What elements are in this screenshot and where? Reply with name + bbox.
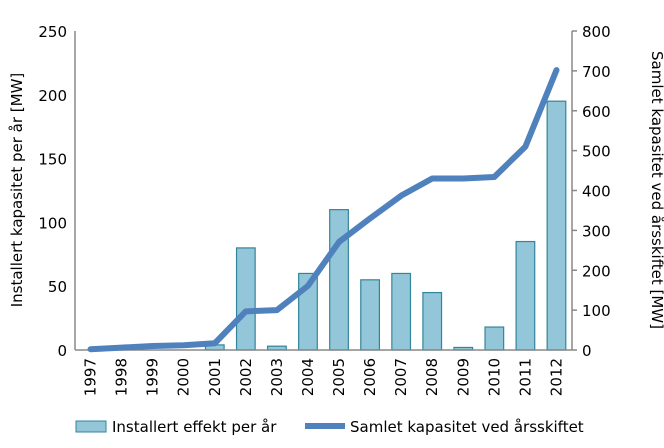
legend-line-label: Samlet kapasitet ved årsskiftet [350,418,584,436]
bar-2011 [515,240,536,351]
y-axis-label: Installert kapasitet per år [MW] [8,73,26,308]
x-tick-label: 2008 [423,358,441,396]
y2-tick-label: 700 [582,63,611,81]
x-tick-label: 1999 [144,358,162,396]
x-tick-label: 2009 [454,358,472,396]
bar-2008 [422,291,443,351]
legend-bar-label: Installert effekt per år [112,418,277,436]
x-tick-label: 2010 [485,358,503,396]
y-tick-label: 100 [38,214,67,232]
bar-2002 [235,247,256,351]
x-tick-label: 1997 [82,358,100,396]
bar-2010 [484,326,505,351]
y-tick-label: 150 [38,151,67,169]
cumulative-line [87,67,560,353]
x-tick-label: 2001 [206,358,224,396]
x-tick-label: 2006 [361,358,379,396]
y-tick-label: 50 [48,278,67,296]
bar-2006 [360,279,381,351]
y2-tick-label: 500 [582,143,611,161]
x-tick-label: 2000 [175,358,193,396]
y2-tick-label: 800 [582,23,611,41]
y2-tick-label: 600 [582,103,611,121]
bar-2012 [546,100,567,351]
y-tick-label: 200 [38,87,67,105]
y-tick-label: 250 [38,23,67,41]
legend-bar-swatch [75,420,107,433]
bar-2007 [391,272,412,351]
y2-tick-label: 100 [582,302,611,320]
x-tick-label: 2003 [268,358,286,396]
y2-tick-label: 0 [582,342,592,360]
x-tick-label: 1998 [113,358,131,396]
y2-axis-label: Samlet kapasitet ved årsskiftet [MW] [648,51,664,329]
legend: Installert effekt per år Samlet kapasite… [75,418,584,436]
x-tick-label: 2007 [392,358,410,396]
y-tick-label: 0 [57,342,67,360]
x-tick-label: 2004 [299,358,317,396]
x-tick-label: 2005 [330,358,348,396]
x-tick-label: 2011 [516,358,534,396]
y2-tick-label: 300 [582,222,611,240]
bar-2005 [329,209,349,351]
y2-tick-label: 200 [582,262,611,280]
x-tick-label: 2002 [237,358,255,396]
x-tick-label: 2012 [547,358,565,396]
y2-tick-label: 400 [582,183,611,201]
